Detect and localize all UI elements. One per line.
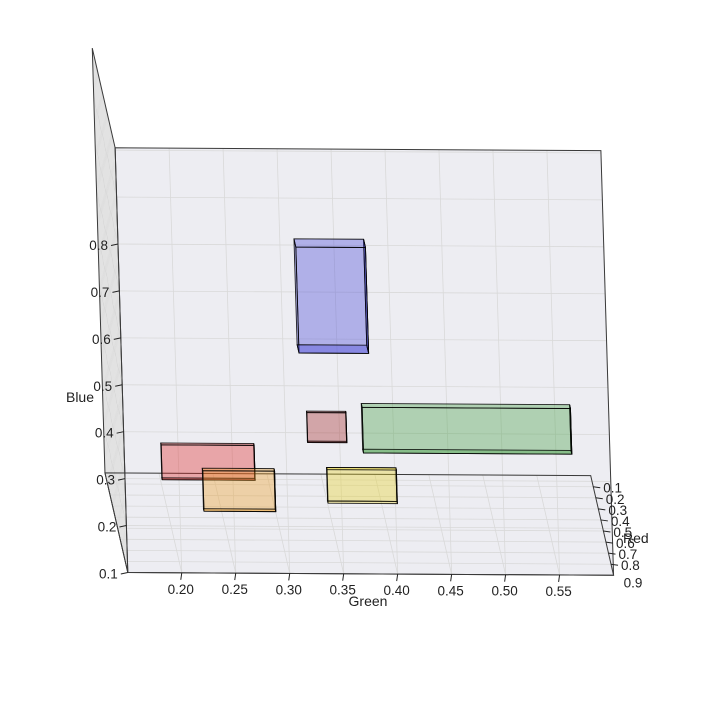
svg-text:0.30: 0.30 [276,582,302,597]
svg-text:0.55: 0.55 [545,584,571,599]
svg-text:0.9: 0.9 [624,575,643,590]
svg-text:0.7: 0.7 [91,285,110,300]
svg-text:Blue: Blue [66,389,94,405]
svg-text:0.45: 0.45 [438,583,464,598]
svg-text:0.5: 0.5 [93,379,112,394]
svg-text:Green: Green [349,593,388,609]
svg-text:0.3: 0.3 [96,473,115,488]
svg-text:0.25: 0.25 [222,582,248,597]
svg-text:0.4: 0.4 [95,426,114,441]
svg-text:0.8: 0.8 [89,238,108,253]
svg-text:0.20: 0.20 [168,582,194,597]
svg-text:Red: Red [623,530,649,546]
svg-text:0.1: 0.1 [99,566,118,581]
svg-text:0.2: 0.2 [98,520,117,535]
svg-text:0.8: 0.8 [621,558,640,573]
svg-text:0.40: 0.40 [384,583,410,598]
svg-text:0.6: 0.6 [92,332,111,347]
svg-text:0.50: 0.50 [491,584,517,599]
